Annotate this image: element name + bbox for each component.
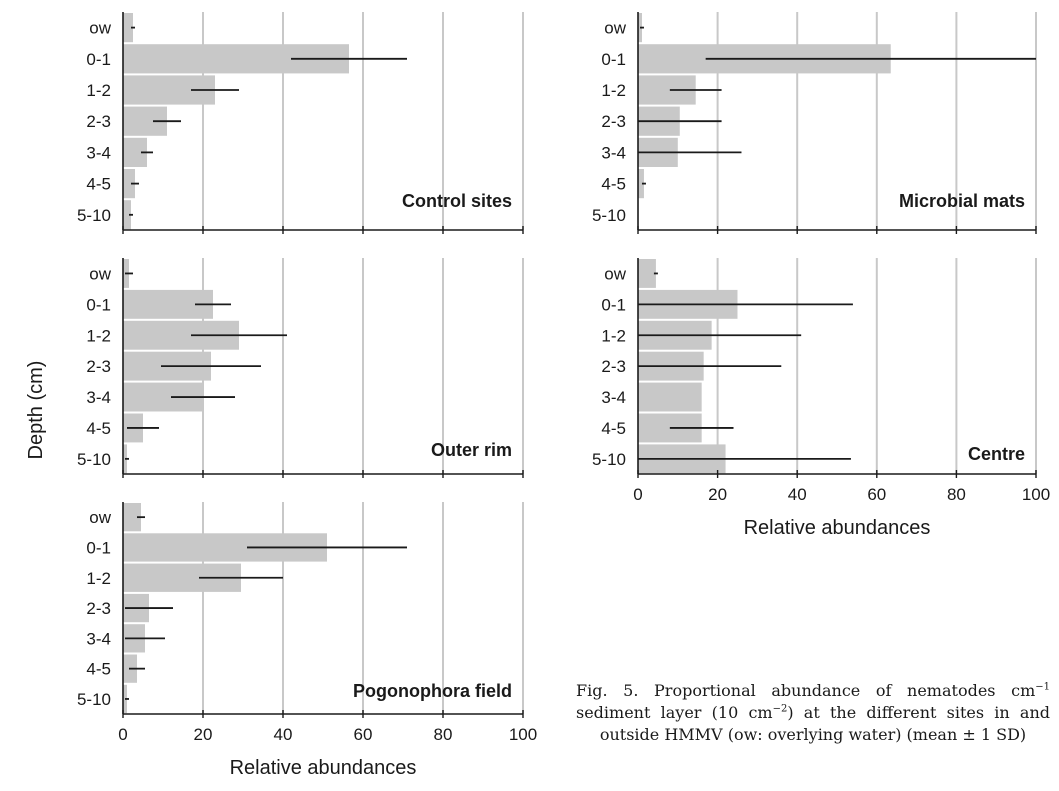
caption-tail: ) at the different sites in and outside … <box>599 703 1051 744</box>
category-label: ow <box>89 19 111 38</box>
y-axis-title: Depth (cm) <box>25 361 47 460</box>
category-label: 5-10 <box>592 450 626 469</box>
bar <box>123 13 133 43</box>
figure-caption: Fig. 5. Proportional abundance of nemato… <box>576 680 1050 746</box>
panel-4: ow 0-1 1-2 2-3 3-4 4-5 5-10 Centre 0 20 40 60 80 100 R… <box>592 258 1050 539</box>
x-axis-title: Relative abundances <box>230 757 417 779</box>
x-tick-label: 40 <box>788 485 807 504</box>
bar <box>638 382 702 412</box>
category-label: 0-1 <box>86 50 111 69</box>
panel-1: ow 0-1 1-2 2-3 3-4 4-5 5-10 Control sites <box>77 12 524 234</box>
category-label: 3-4 <box>601 143 626 162</box>
y-axis-title-wrap: Depth (cm) <box>25 361 47 460</box>
category-label: ow <box>89 508 111 527</box>
category-label: 3-4 <box>601 388 626 407</box>
bar <box>123 503 141 532</box>
x-tick-label: 20 <box>194 725 213 744</box>
category-label: 3-4 <box>86 143 111 162</box>
category-label: 0-1 <box>86 538 111 557</box>
category-label: ow <box>604 19 626 38</box>
category-label: 1-2 <box>601 326 626 345</box>
category-label: 5-10 <box>77 206 111 225</box>
x-tick-label: 0 <box>633 485 642 504</box>
x-tick-label: 80 <box>947 485 966 504</box>
category-label: 2-3 <box>86 599 111 618</box>
caption-lead: Fig. 5. Proportional abundance of nemato… <box>576 681 1036 700</box>
caption-sup-2: −2 <box>772 703 788 715</box>
panel-title: Centre <box>968 444 1025 464</box>
x-tick-label: 80 <box>434 725 453 744</box>
x-axis-title: Relative abundances <box>744 517 931 539</box>
panel-title: Pogonophora field <box>353 681 512 701</box>
x-tick-label: 60 <box>354 725 373 744</box>
x-tick-label: 0 <box>118 725 127 744</box>
category-label: 4-5 <box>86 175 111 194</box>
panel-2: ow 0-1 1-2 2-3 3-4 4-5 5-10 Microbial mats <box>592 12 1037 234</box>
chart-panels: ow 0-1 1-2 2-3 3-4 4-5 5-10 Control sites ow 0-1 1… <box>77 12 1050 779</box>
panel-3: ow 0-1 1-2 2-3 3-4 4-5 5-10 Outer rim <box>77 258 524 478</box>
panel-title: Microbial mats <box>899 191 1025 211</box>
category-label: 4-5 <box>601 175 626 194</box>
panel-title: Control sites <box>402 191 512 211</box>
x-tick-label: 40 <box>274 725 293 744</box>
category-label: 2-3 <box>86 357 111 376</box>
category-label: ow <box>89 264 111 283</box>
category-label: 0-1 <box>601 50 626 69</box>
category-label: 1-2 <box>86 81 111 100</box>
category-label: 3-4 <box>86 388 111 407</box>
category-label: 5-10 <box>77 450 111 469</box>
bar <box>638 259 656 288</box>
x-tick-label: 100 <box>509 725 537 744</box>
category-label: 1-2 <box>86 569 111 588</box>
caption-sup-1: −1 <box>1035 681 1050 693</box>
bar <box>123 200 131 230</box>
category-label: 0-1 <box>601 295 626 314</box>
category-label: 1-2 <box>86 326 111 345</box>
category-label: 5-10 <box>592 206 626 225</box>
category-label: 2-3 <box>86 112 111 131</box>
category-label: 0-1 <box>86 295 111 314</box>
category-label: 2-3 <box>601 112 626 131</box>
category-label: 4-5 <box>601 419 626 438</box>
caption-mid: sediment layer (10 cm <box>576 703 773 722</box>
bar <box>638 169 644 199</box>
x-tick-label: 20 <box>708 485 727 504</box>
category-label: ow <box>604 264 626 283</box>
panel-title: Outer rim <box>431 440 512 460</box>
category-label: 3-4 <box>86 629 111 648</box>
category-label: 5-10 <box>77 690 111 709</box>
x-tick-label: 60 <box>867 485 886 504</box>
category-label: 1-2 <box>601 81 626 100</box>
category-label: 4-5 <box>86 660 111 679</box>
category-label: 4-5 <box>86 419 111 438</box>
panel-5: ow 0-1 1-2 2-3 3-4 4-5 5-10 Pogonophora field 0 2… <box>77 502 537 779</box>
x-tick-label: 100 <box>1022 485 1050 504</box>
bar <box>123 169 135 199</box>
category-label: 2-3 <box>601 357 626 376</box>
